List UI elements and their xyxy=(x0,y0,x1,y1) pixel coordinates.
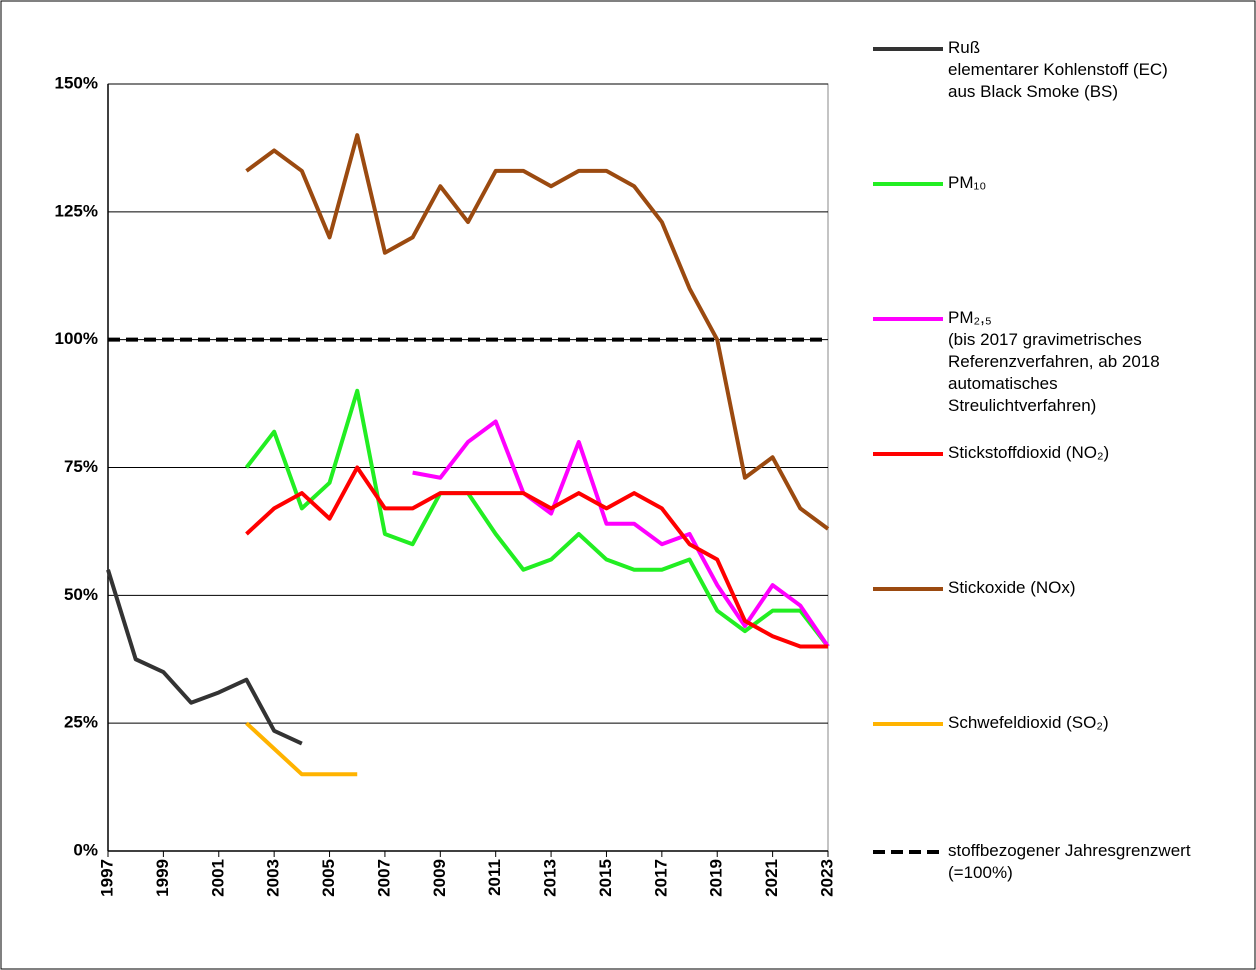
x-tick-label: 1997 xyxy=(97,859,116,897)
y-tick-label: 0% xyxy=(73,840,98,859)
legend-item: stoffbezogener Jahresgrenzwert (=100%) xyxy=(873,840,1253,884)
legend-swatch xyxy=(873,47,943,51)
x-tick-label: 2001 xyxy=(208,859,227,897)
legend-swatch xyxy=(873,587,943,591)
legend-note: elementarer Kohlenstoff (EC) aus Black S… xyxy=(948,60,1168,101)
legend-text: Schwefeldioxid (SO₂) xyxy=(948,712,1253,734)
legend-text: stoffbezogener Jahresgrenzwert (=100%) xyxy=(948,840,1253,884)
y-tick-label: 100% xyxy=(55,329,98,348)
legend-swatch xyxy=(873,722,943,726)
legend-text: Ruß elementarer Kohlenstoff (EC) aus Blac… xyxy=(948,37,1253,103)
legend-text: Stickstoffdioxid (NO₂) xyxy=(948,442,1253,464)
legend-text: Stickoxide (NOx) xyxy=(948,577,1253,599)
x-tick-label: 2015 xyxy=(596,859,615,897)
legend-swatch xyxy=(873,850,943,854)
legend-swatch xyxy=(873,317,943,321)
series-line xyxy=(412,419,830,648)
x-tick-label: 2017 xyxy=(651,859,670,897)
legend-swatch xyxy=(873,452,943,456)
x-tick-label: 2023 xyxy=(817,859,836,897)
legend-item: PM₂,₅ (bis 2017 gravimetrisches Referenzv… xyxy=(873,307,1253,417)
legend-label: Schwefeldioxid (SO₂) xyxy=(948,713,1109,732)
legend-item: PM₁₀ xyxy=(873,172,1253,194)
y-tick-label: 150% xyxy=(55,73,98,92)
x-tick-label: 2003 xyxy=(264,859,283,897)
y-tick-label: 50% xyxy=(64,585,98,604)
legend-item: Stickstoffdioxid (NO₂) xyxy=(873,442,1253,464)
legend-item: Schwefeldioxid (SO₂) xyxy=(873,712,1253,734)
y-tick-label: 25% xyxy=(64,713,98,732)
x-tick-label: 2009 xyxy=(430,859,449,897)
legend-label: Ruß xyxy=(948,38,981,57)
legend-label: PM₁₀ xyxy=(948,173,987,192)
series-line xyxy=(245,133,830,531)
series-line xyxy=(106,569,303,746)
legend-item: Ruß elementarer Kohlenstoff (EC) aus Blac… xyxy=(873,37,1253,103)
y-tick-label: 125% xyxy=(55,201,98,220)
x-tick-label: 2021 xyxy=(762,859,781,897)
x-tick-label: 1999 xyxy=(153,859,172,897)
series-line xyxy=(244,388,830,648)
x-tick-label: 2013 xyxy=(541,859,560,897)
x-tick-label: 2019 xyxy=(707,859,726,897)
series-line xyxy=(245,465,828,649)
legend-swatch xyxy=(873,182,943,186)
legend-text: PM₂,₅ (bis 2017 gravimetrisches Referenzv… xyxy=(948,307,1253,417)
legend-label: Stickoxide (NOx) xyxy=(948,578,1076,597)
legend-label: PM₂,₅ xyxy=(948,308,992,327)
series-line xyxy=(245,721,358,777)
legend-text: PM₁₀ xyxy=(948,172,1253,194)
x-tick-label: 2005 xyxy=(319,859,338,897)
legend-label: Stickstoffdioxid (NO₂) xyxy=(948,443,1110,462)
legend-label: stoffbezogener Jahresgrenzwert (=100%) xyxy=(948,841,1191,882)
legend-note: (bis 2017 gravimetrisches Referenzverfah… xyxy=(948,330,1160,415)
legend-item: Stickoxide (NOx) xyxy=(873,577,1253,599)
y-tick-label: 75% xyxy=(64,457,98,476)
x-tick-label: 2007 xyxy=(374,859,393,897)
x-tick-label: 2011 xyxy=(485,859,504,896)
